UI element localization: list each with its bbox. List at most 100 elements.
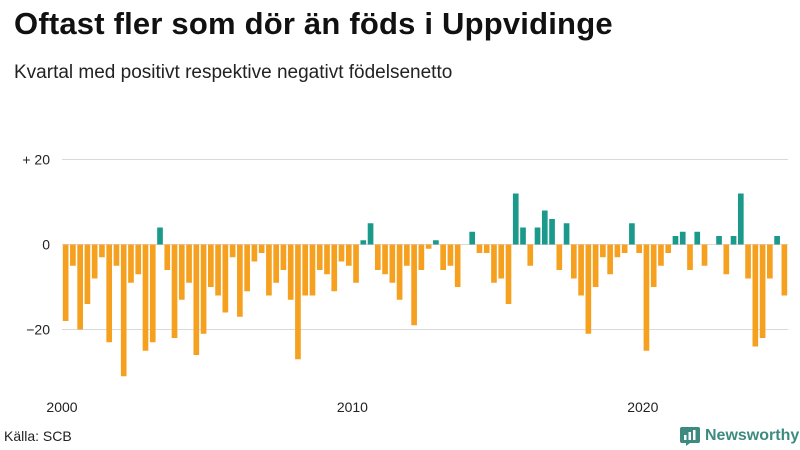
bar-negative [266, 244, 272, 296]
bar-negative [200, 244, 207, 334]
bar-negative [752, 244, 759, 347]
bar-negative [295, 244, 301, 360]
bar-negative [273, 244, 280, 283]
bar-negative [592, 244, 599, 287]
bar-positive [512, 193, 519, 245]
bar-negative [178, 244, 185, 300]
bar-negative [149, 244, 156, 343]
bar-positive [716, 236, 722, 245]
bar-negative [650, 244, 657, 287]
bar-negative [353, 244, 359, 283]
bar-negative [556, 244, 563, 270]
bar-negative [389, 244, 396, 283]
bar-negative [614, 244, 621, 258]
bar-negative [585, 244, 592, 334]
bar-negative [411, 244, 417, 326]
bar-positive [730, 236, 737, 245]
bar-negative [171, 244, 178, 338]
bar-positive [563, 223, 570, 245]
bar-negative [658, 244, 664, 266]
bar-negative [106, 244, 113, 343]
bar-positive [679, 231, 686, 245]
bar-negative [193, 244, 200, 355]
bar-negative [621, 244, 628, 253]
bar-negative [338, 244, 345, 262]
y-tick-label: −20 [26, 322, 50, 338]
bar-positive [520, 227, 526, 245]
bar-positive [534, 227, 541, 245]
brand-name: Newsworthy [705, 427, 800, 444]
bar-negative [164, 244, 171, 270]
bar-negative [498, 244, 505, 279]
bar-negative [570, 244, 577, 279]
bar-negative [207, 244, 214, 287]
bar-negative [578, 244, 584, 296]
bar-negative [324, 244, 330, 275]
bar-negative [440, 244, 446, 270]
bar-positive [694, 231, 701, 245]
bar-negative [745, 244, 751, 279]
y-tick-label: + 20 [22, 152, 50, 168]
bar-negative [84, 244, 91, 304]
bar-negative [527, 244, 534, 266]
bar-negative [404, 244, 410, 266]
bar-negative [258, 244, 265, 253]
bar-positive [672, 236, 679, 245]
bar-negative [665, 244, 672, 253]
brand-logo: Newsworthy [680, 426, 799, 446]
bar-negative [128, 244, 134, 283]
chart-title: Oftast fler som dör än föds i Uppvidinge [14, 6, 613, 41]
bar-positive [541, 210, 548, 245]
bar-negative [135, 244, 142, 275]
bar-negative [701, 244, 708, 266]
bar-negative [483, 244, 490, 253]
bar-negative [382, 244, 388, 275]
bar-negative [91, 244, 98, 279]
bar-negative [447, 244, 454, 266]
bar-negative [331, 244, 338, 292]
bar-negative [309, 244, 316, 296]
bar-negative [251, 244, 258, 262]
bar-negative [302, 244, 309, 296]
bar-positive [774, 236, 780, 245]
bar-negative [229, 244, 236, 258]
bar-negative [607, 244, 613, 275]
bar-negative [113, 244, 120, 266]
bar-negative [99, 244, 105, 258]
bar-positive [360, 240, 367, 245]
newsworthy-logo-icon [680, 427, 700, 446]
bar-positive [629, 223, 635, 245]
bar-positive [469, 231, 476, 245]
bar-negative [636, 244, 643, 253]
bar-negative [287, 244, 294, 300]
bar-negative [723, 244, 730, 275]
bar-negative [77, 244, 83, 330]
x-tick-label: 2020 [627, 399, 658, 415]
bar-negative [687, 244, 693, 270]
bar-positive [549, 219, 555, 245]
bar-positive [367, 223, 374, 245]
bar-negative [222, 244, 229, 313]
bar-negative [643, 244, 650, 351]
bar-negative [454, 244, 461, 287]
bar-negative [476, 244, 483, 253]
bar-negative [600, 244, 606, 258]
bar-negative [759, 244, 766, 338]
bar-negative [186, 244, 192, 283]
x-tick-label: 2010 [337, 399, 368, 415]
bar-positive [157, 227, 163, 245]
chart-subtitle: Kvartal med positivt respektive negativt… [14, 62, 453, 83]
bar-negative [70, 244, 76, 266]
bar-negative [396, 244, 403, 300]
bar-negative [120, 244, 127, 377]
bar-negative [781, 244, 788, 296]
bar-negative [491, 244, 497, 283]
bar-negative [418, 244, 425, 270]
x-tick-label: 2000 [46, 399, 77, 415]
source-note: Källa: SCB [4, 428, 72, 444]
bar-negative [280, 244, 287, 270]
bar-negative [237, 244, 243, 317]
bar-negative [505, 244, 512, 304]
bar-positive [433, 240, 439, 245]
